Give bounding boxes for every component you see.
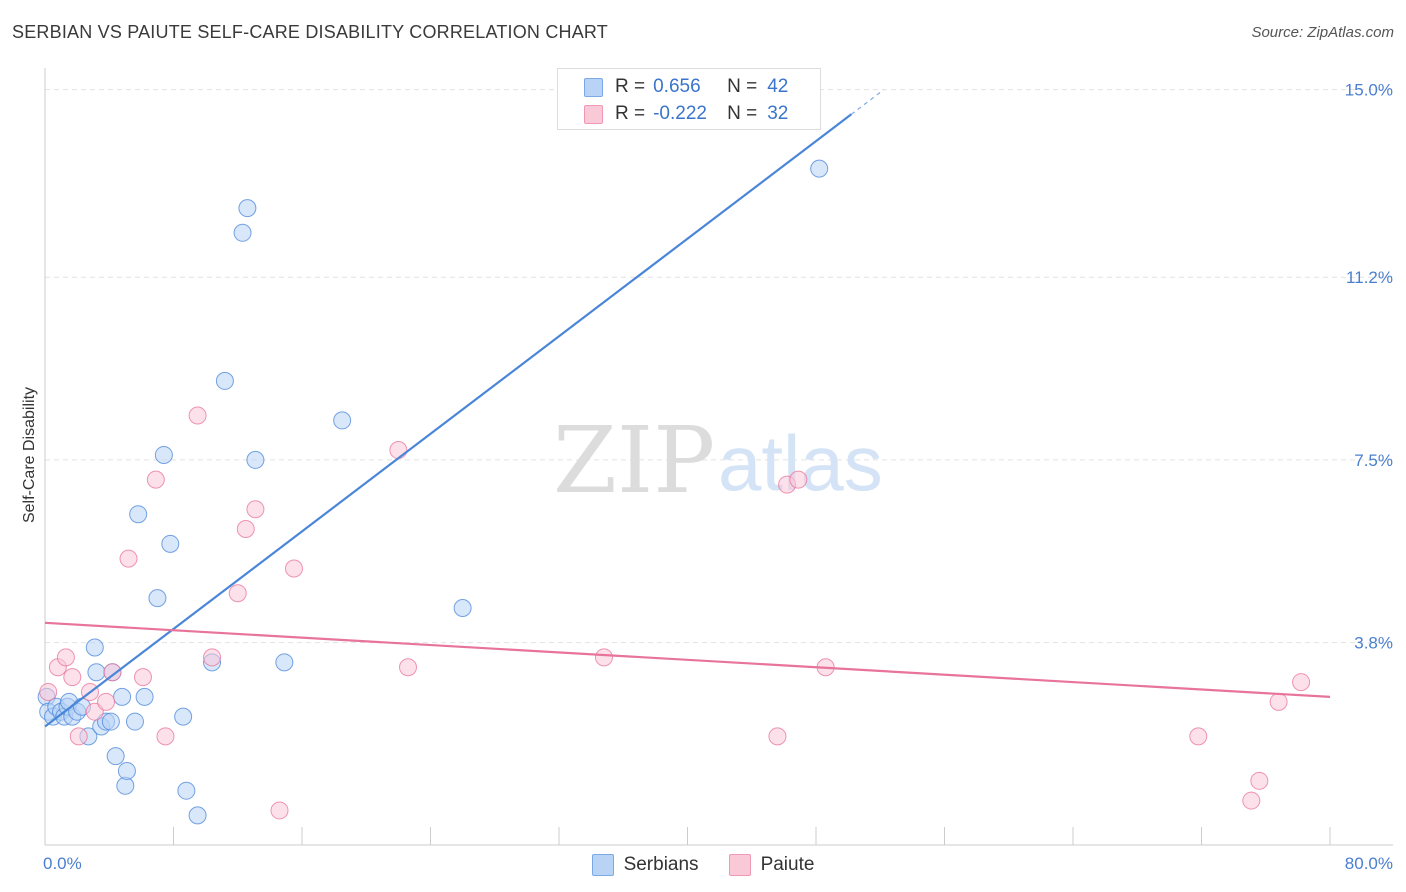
stats-row-paiute: R = -0.222 N = 32 — [584, 101, 788, 127]
paiute-point — [284, 559, 303, 578]
legend-item-paiute[interactable]: Paiute — [728, 854, 815, 876]
paiute-point — [1292, 673, 1311, 692]
serbians-point — [246, 450, 265, 469]
paiute-point — [63, 668, 82, 687]
serbians-point — [177, 781, 196, 800]
x-tick-label-min: 0.0% — [43, 854, 82, 873]
grid-lines — [45, 89, 1393, 644]
n-value: 42 — [767, 76, 789, 97]
serbians-point — [154, 445, 173, 464]
serbians-point — [215, 371, 234, 390]
y-tick-label: 11.2% — [1346, 268, 1393, 287]
legend-label-paiute: Paiute — [760, 854, 815, 875]
watermark-atlas: atlas — [718, 419, 883, 507]
paiute-point — [399, 658, 418, 677]
chart-source: Source: ZipAtlas.com — [1251, 24, 1394, 41]
serbians-point — [135, 687, 154, 706]
serbians-point — [810, 159, 829, 178]
paiute-point — [103, 663, 122, 682]
paiute-point — [119, 549, 138, 568]
stats-row-serbians: R = 0.656 N = 42 — [584, 74, 788, 100]
y-tick-label: 3.8% — [1354, 634, 1393, 653]
paiute-point — [1242, 791, 1261, 810]
paiute-point — [1189, 727, 1208, 746]
paiute-point — [188, 406, 207, 425]
paiute-point — [203, 648, 222, 667]
serbians-point — [117, 761, 136, 780]
paiute-point — [56, 648, 75, 667]
paiute-point — [236, 520, 255, 539]
serbians-trend-extension — [850, 89, 884, 115]
serbians-point — [188, 806, 207, 825]
serbians-trend-line — [44, 113, 853, 728]
chart-title: SERBIAN VS PAIUTE SELF-CARE DISABILITY C… — [12, 22, 608, 42]
serbians-point — [85, 638, 104, 657]
tick-labels: 3.8% 7.5% 11.2% 15.0% 0.0% 80.0% — [43, 81, 1393, 873]
paiute-point — [1269, 692, 1288, 711]
trend-lines — [44, 89, 1331, 728]
serbians-swatch — [584, 77, 603, 97]
paiute-point — [789, 470, 808, 489]
serbians-point — [174, 707, 193, 726]
n-value: 32 — [767, 103, 789, 124]
data-points — [37, 159, 1311, 825]
serbians-point — [233, 223, 252, 242]
paiute-swatch — [584, 104, 603, 124]
y-tick-label: 15.0% — [1345, 81, 1393, 100]
paiute-point — [768, 727, 787, 746]
serbians-point — [87, 663, 106, 682]
serbians-point — [113, 687, 132, 706]
paiute-point — [69, 727, 88, 746]
r-value: -0.222 — [653, 103, 707, 124]
paiute-point — [270, 801, 289, 820]
n-label: N = — [727, 76, 758, 97]
serbians-point — [275, 653, 294, 672]
paiute-trend-line — [44, 621, 1331, 698]
r-label: R = — [615, 103, 646, 124]
n-label: N = — [727, 103, 758, 124]
serbians-point — [106, 747, 125, 766]
y-axis-label: Self-Care Disability — [21, 387, 38, 523]
serbians-point — [125, 712, 144, 731]
serbians-point — [116, 776, 135, 795]
serbians-point — [333, 411, 352, 430]
paiute-point — [389, 441, 408, 460]
legend-swatch-serbians — [591, 854, 614, 876]
serbians-point — [238, 199, 257, 218]
r-label: R = — [615, 76, 646, 97]
legend-swatch-paiute — [728, 854, 751, 876]
paiute-point — [1250, 771, 1269, 790]
paiute-point — [146, 470, 165, 489]
serbians-point — [101, 712, 120, 731]
paiute-point — [228, 584, 247, 603]
watermark-zip: ZIP — [553, 407, 715, 514]
serbians-point — [161, 534, 180, 553]
paiute-point — [39, 682, 58, 701]
serbians-point — [148, 589, 167, 608]
r-value: 0.656 — [653, 76, 701, 97]
paiute-point — [97, 692, 116, 711]
correlation-stats-box: R = 0.656 N = 42 R = -0.222 N = 32 — [557, 68, 821, 130]
paiute-point — [246, 500, 265, 519]
x-tick-label-max: 80.0% — [1345, 854, 1393, 873]
legend-item-serbians[interactable]: Serbians — [591, 854, 699, 876]
legend-label-serbians: Serbians — [623, 854, 699, 875]
y-tick-label: 7.5% — [1354, 451, 1393, 470]
paiute-point — [594, 648, 613, 667]
chart-legend: Serbians Paiute — [0, 852, 1406, 878]
serbians-point — [453, 599, 472, 618]
paiute-point — [133, 668, 152, 687]
paiute-point — [156, 727, 175, 746]
serbians-point — [129, 505, 148, 524]
watermark: ZIP atlas — [553, 407, 883, 514]
